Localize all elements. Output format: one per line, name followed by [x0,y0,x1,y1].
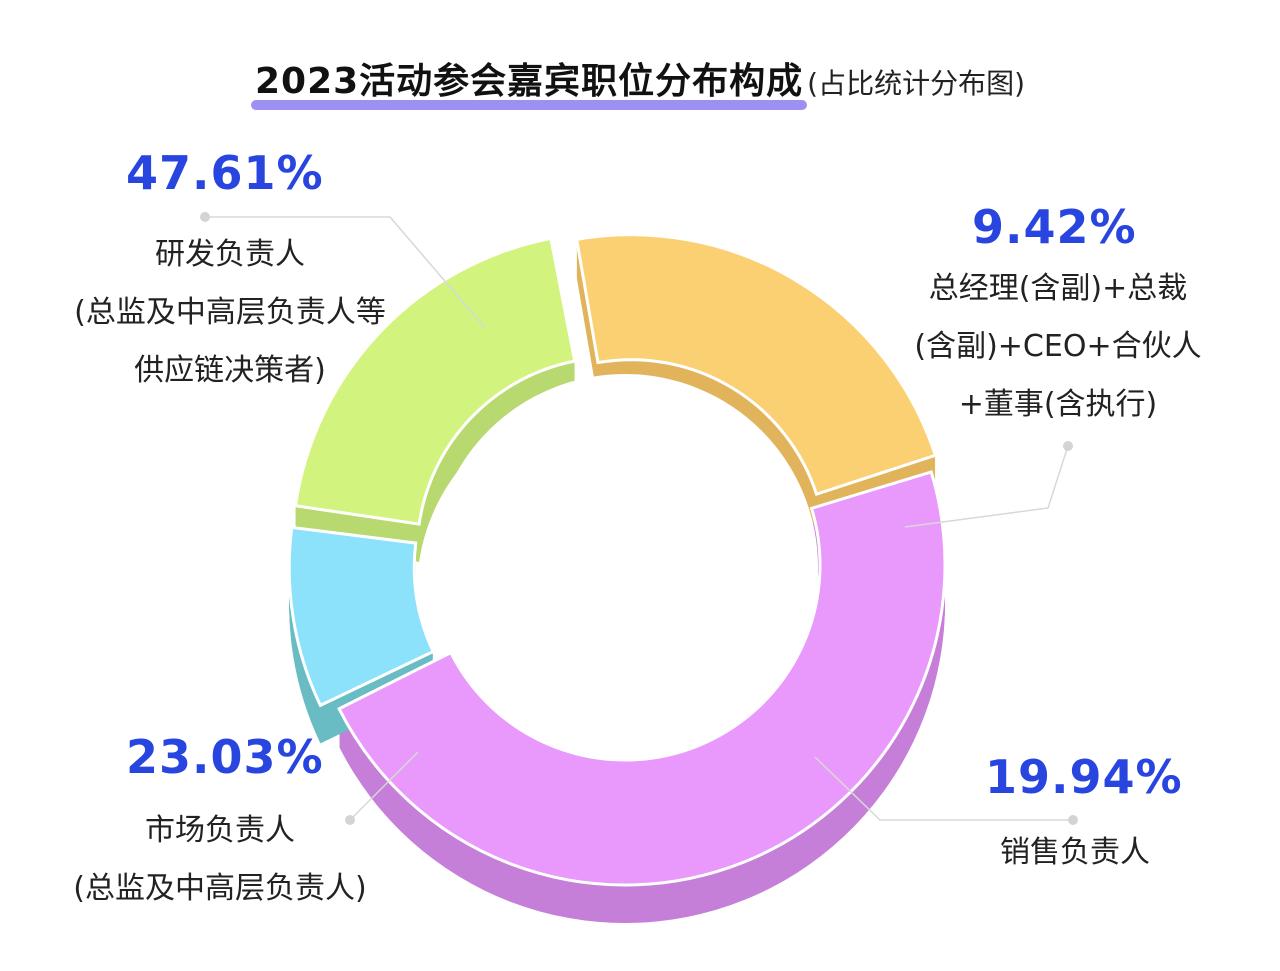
slice-sales [293,236,577,526]
leader-marketing-dot [345,815,355,825]
value-label-marketing: 23.03% [126,730,324,784]
category-label-executive: 总经理(含副)+总裁 (含副)+CEO+合伙人 +董事(含执行) [914,271,1202,422]
value-label-rd: 47.61% [126,146,324,200]
slice-executive [287,525,436,708]
leader-sales [814,756,1073,821]
leader-executive [904,445,1069,528]
leader-marketing [349,751,419,821]
category-label-rd: 研发负责人 (总监及中高层负责人等 供应链决策者) [74,237,386,388]
category-label-marketing: 市场负责人 (总监及中高层负责人) [73,813,367,906]
value-label-executive: 9.42% [972,200,1137,254]
leader-executive-dot [1063,441,1073,451]
chart-title: 2023活动参会嘉宾职位分布构成 (占比统计分布图) [0,52,1280,110]
title-subtitle: (占比统计分布图) [807,67,1026,100]
leader-rd-dot [200,212,210,222]
leader-sales-dot [1068,815,1078,825]
slice-marketing [574,233,938,497]
leader-rd [205,216,486,329]
title-main: 2023活动参会嘉宾职位分布构成 [250,52,808,110]
donut-hole [432,374,818,760]
category-label-sales: 销售负责人 [1000,835,1150,870]
value-label-sales: 19.94% [985,750,1183,804]
slice-rd [337,470,947,887]
